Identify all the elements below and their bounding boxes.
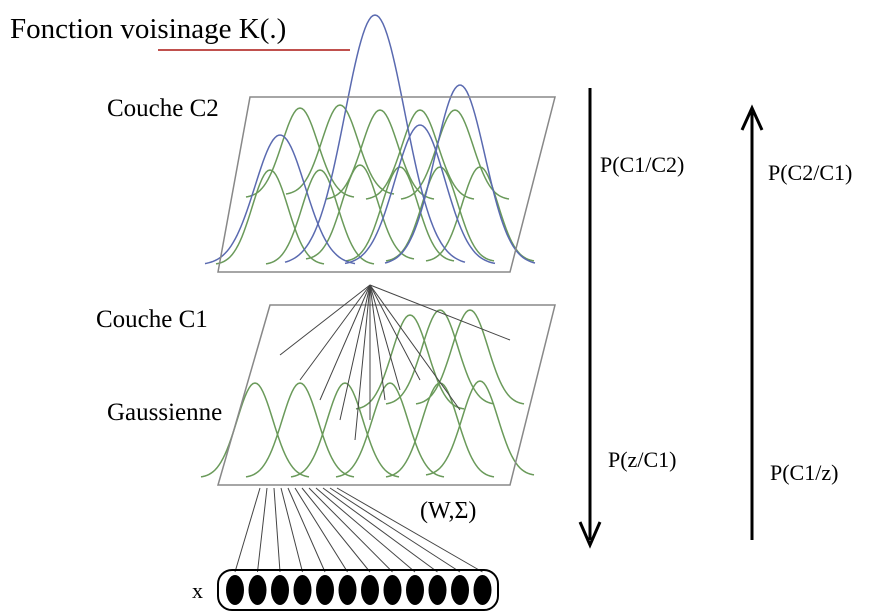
connection [319,284,371,401]
gaussian-curve [265,169,375,265]
connection [301,487,371,573]
connection [299,284,371,381]
gaussian-curve [285,104,395,195]
curves [200,14,536,478]
gaussian-curve [245,382,355,478]
connections [234,284,511,573]
params-label: (W,Σ) [420,498,476,524]
connection [279,284,371,356]
connection [234,487,261,573]
neuron [451,575,469,605]
connection [287,487,326,573]
gaussian-curve [400,109,510,200]
arrow-down-head [578,521,602,549]
connection [308,487,393,573]
arrow-label: P(C1/z) [770,460,838,485]
input-label: x [192,578,203,603]
neuron [473,575,492,605]
gaussian-curve [325,109,435,200]
gaussian-curve [415,309,525,405]
connection [339,284,371,421]
kernel-curve [204,134,356,265]
gaussian-curve [425,380,535,476]
connection [369,284,511,341]
arrow-label: P(C1/C2) [600,152,684,177]
layer-label: Couche C2 [107,95,219,122]
connection [336,487,483,573]
plane-c2 [217,96,556,273]
neuron [226,575,244,605]
connection [369,284,461,411]
gaussian-curve [290,382,400,478]
connection [294,487,348,573]
gaussian-curve [385,382,495,478]
connection [273,487,281,573]
connection [257,487,268,573]
connection [280,487,303,573]
gaussian-curve [200,382,310,478]
kernel-curve [344,124,496,265]
neuron [383,575,402,605]
gaussian-curve [305,164,415,260]
gaussian-curve [355,314,465,410]
arrow-label: P(z/C1) [608,447,676,472]
gaussian-curve [335,382,445,478]
neurons [226,575,492,605]
connection [329,487,461,573]
arrow-up-head [740,104,764,131]
kernel-curve [284,14,466,263]
neuron [338,575,357,605]
neuron [428,575,447,605]
input-vector [217,569,499,611]
neuron [316,575,334,605]
gaussian-curve [385,309,495,405]
layer-label: Couche C1 [96,306,208,333]
gaussian-curve [425,166,535,262]
gaussian-curve [215,169,325,265]
arrow-label: P(C2/C1) [768,160,852,185]
connection [369,284,421,381]
neuron [248,575,267,605]
connection [369,284,386,401]
gaussian-curve [345,166,455,262]
layer-label: Gaussienne [107,399,222,426]
gaussian-curve [385,166,495,262]
connection [322,487,438,573]
neuron [361,575,379,605]
title: Fonction voisinage K(.) [10,13,286,45]
gaussian-curve [365,109,475,200]
connection [354,284,371,441]
connection [315,487,416,573]
connection [369,284,401,391]
neuron [293,575,312,605]
plane-c1 [217,304,556,486]
gaussian-curve [245,107,355,198]
kernel-curve [384,84,536,264]
neuron [271,575,289,605]
neuron [406,575,424,605]
